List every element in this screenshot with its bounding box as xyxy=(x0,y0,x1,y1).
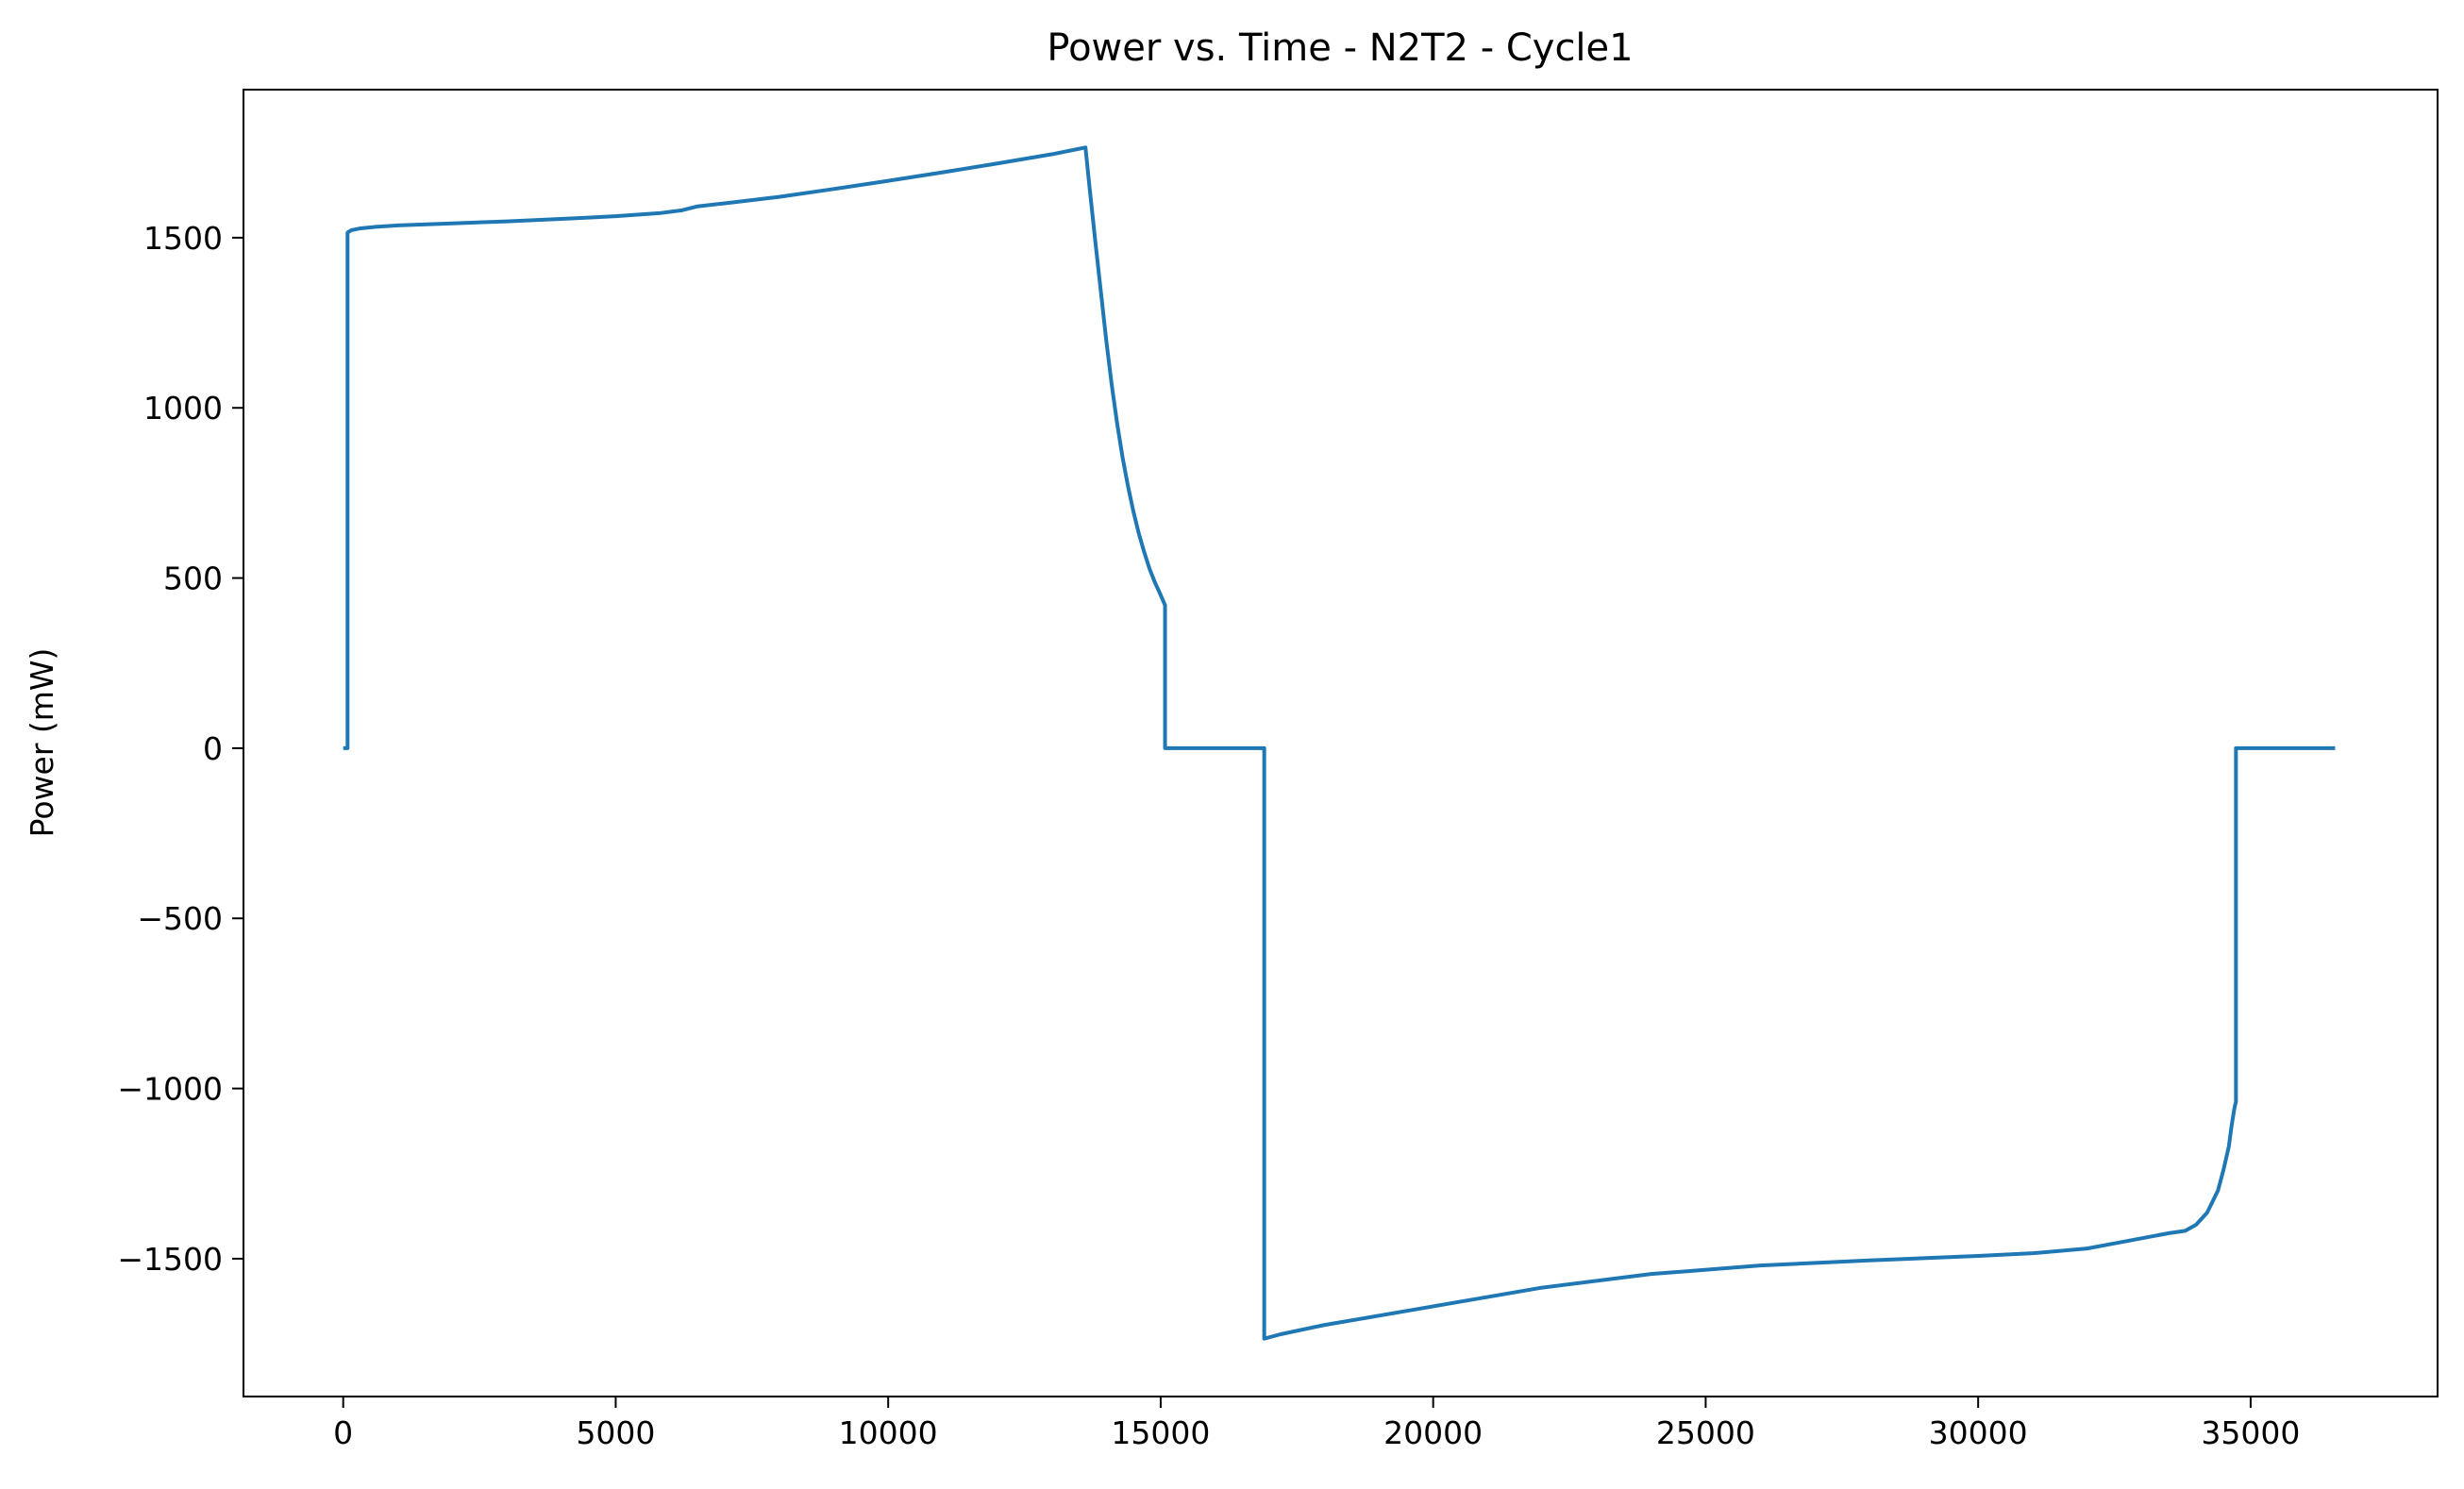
y-tick-label: −1000 xyxy=(117,1071,223,1108)
chart-title: Power vs. Time - N2T2 - Cycle1 xyxy=(1047,26,1633,70)
x-tick-label: 5000 xyxy=(576,1414,655,1451)
series-line-power xyxy=(343,145,2336,1341)
y-tick-label: 1500 xyxy=(143,220,223,257)
axes-frame xyxy=(243,89,2439,1397)
y-tick-label: 0 xyxy=(203,730,223,767)
x-tick-label: 10000 xyxy=(839,1414,938,1451)
y-axis: 1500 1000 500 0 −500 −1000 −1500 xyxy=(117,220,243,1278)
y-tick-label: −1500 xyxy=(117,1241,223,1278)
x-tick-label: 0 xyxy=(333,1414,353,1451)
y-tick-label: 1000 xyxy=(143,390,223,427)
x-tick-label: 20000 xyxy=(1383,1414,1483,1451)
plot-area xyxy=(343,145,2336,1341)
y-axis-label: Power (mW) xyxy=(24,648,60,838)
x-tick-label: 15000 xyxy=(1111,1414,1210,1451)
x-axis: 0 5000 10000 15000 20000 25000 30000 35000 xyxy=(333,1397,2300,1451)
y-tick-label: −500 xyxy=(137,900,223,937)
x-tick-label: 30000 xyxy=(1929,1414,2028,1451)
x-tick-label: 35000 xyxy=(2201,1414,2300,1451)
y-tick-label: 500 xyxy=(163,560,223,597)
x-tick-label: 25000 xyxy=(1656,1414,1755,1451)
